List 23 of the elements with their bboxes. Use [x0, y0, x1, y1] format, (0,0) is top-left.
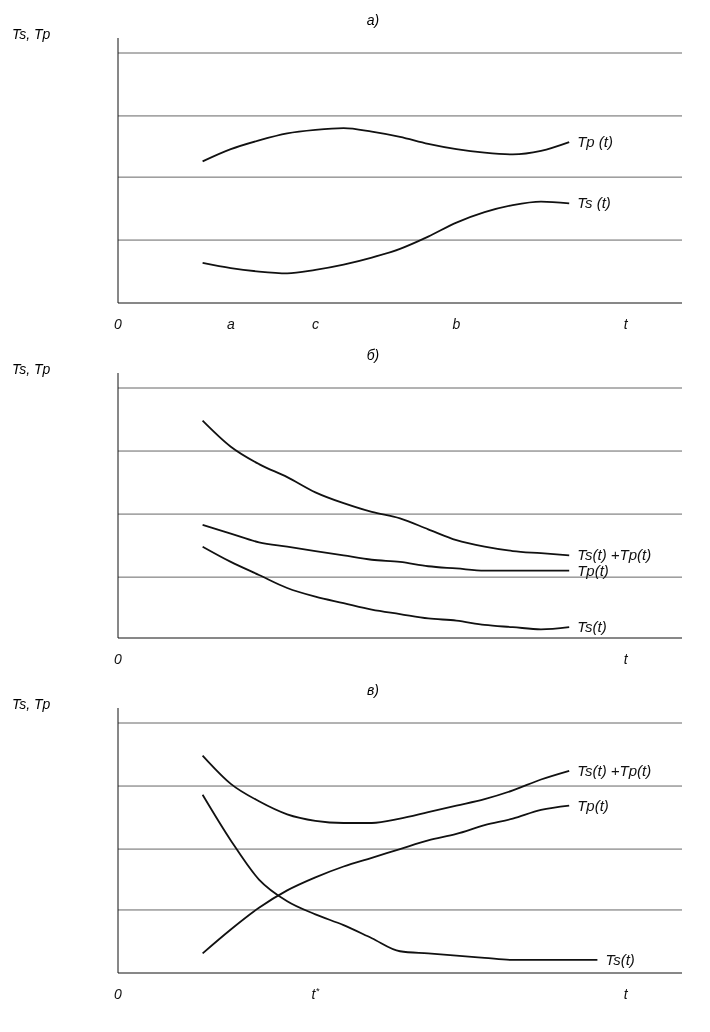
y-axis-title: Ts, Tp [12, 361, 51, 377]
x-tick-label: t [623, 986, 629, 1002]
y-axis-title: Ts, Tp [12, 696, 51, 712]
x-tick-label: b [452, 316, 461, 332]
x-tick-label: t$^{*}$ [311, 984, 321, 1002]
x-tick-label: 0 [114, 986, 123, 1002]
chart-title: в) [367, 682, 379, 698]
series-label: Ts (t) [577, 194, 611, 212]
x-tick-label: t [623, 316, 629, 332]
x-tick-label: 0 [114, 316, 123, 332]
series-label: Ts(t) [577, 618, 607, 636]
series-label: Ts(t) +Tp(t) [577, 761, 652, 779]
x-tick-label: c [311, 316, 319, 332]
x-tick-label: 0 [114, 651, 123, 667]
series-label: Ts(t) [605, 950, 635, 968]
chart-title: б) [366, 347, 380, 363]
series-label: Tp(t) [577, 796, 609, 814]
x-tick-label: t [623, 651, 629, 667]
y-axis-title: Ts, Tp [12, 26, 51, 42]
chart-title: а) [366, 12, 380, 28]
x-tick-label: a [226, 316, 235, 332]
series-label: Tp (t) [577, 133, 614, 151]
series-label: Ts(t) +Tp(t) [577, 546, 652, 564]
